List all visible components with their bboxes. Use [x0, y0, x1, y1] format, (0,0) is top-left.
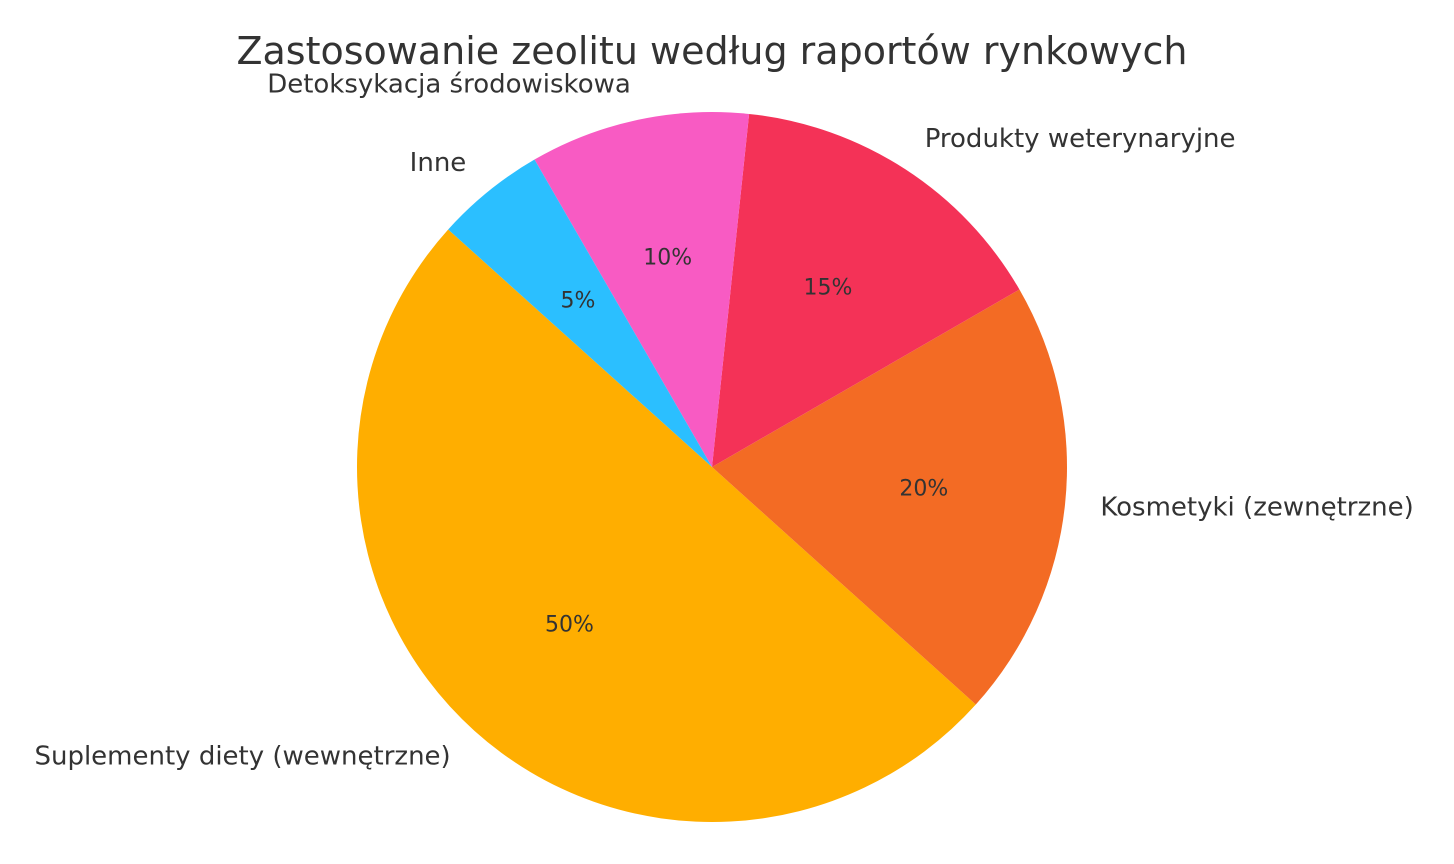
slice-percent-label: 5% — [561, 289, 596, 314]
pie-slice — [534, 111, 750, 468]
slice-percent-label: 15% — [804, 275, 853, 300]
pie-slice — [448, 159, 712, 467]
slice-percent-label: 10% — [643, 246, 692, 271]
pie-slice — [356, 229, 976, 823]
slice-category-label: Kosmetyki (zewnętrzne) — [1100, 492, 1413, 522]
pie-category-labels: Suplementy diety (wewnętrzne) Kosmetyki (… — [34, 70, 1413, 772]
slice-category-label: Inne — [410, 148, 467, 178]
slice-category-label: Suplementy diety (wewnętrzne) — [34, 742, 450, 772]
slice-percent-label: 20% — [899, 476, 948, 501]
pie-slice — [712, 113, 1020, 467]
chart-title: Zastosowanie zeolitu według raportów ryn… — [236, 29, 1187, 73]
slice-category-label: Detoksykacja środowiskowa — [267, 70, 631, 100]
pie-slice — [712, 289, 1068, 705]
pie-percent-labels: 50% 20% 15% 10% 5% — [545, 246, 948, 638]
slice-category-label: Produkty weterynaryjne — [925, 124, 1236, 154]
slice-percent-label: 50% — [545, 612, 594, 637]
pie-slices — [356, 111, 1068, 823]
